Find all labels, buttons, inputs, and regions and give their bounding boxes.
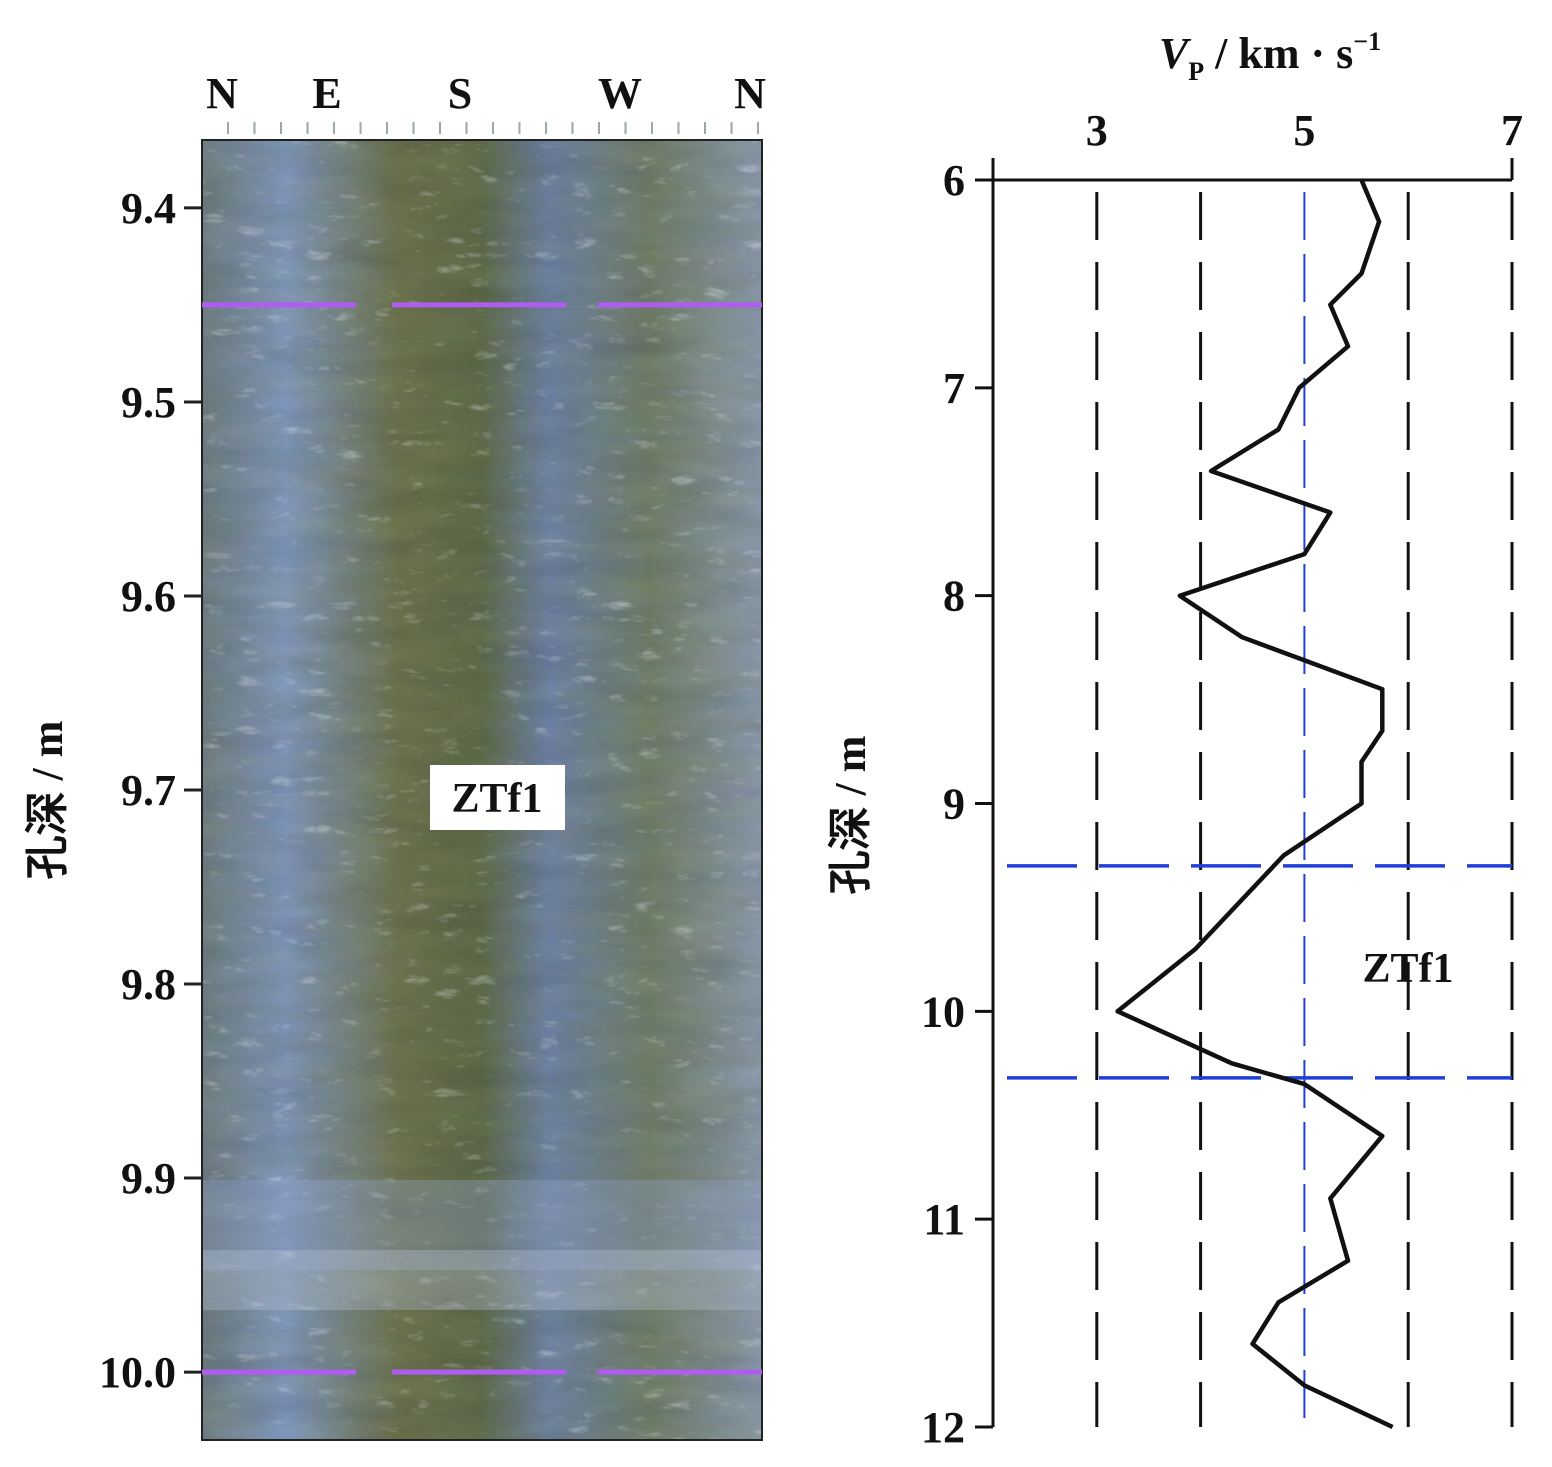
borehole-photo (202, 140, 762, 1440)
y-tick-label: 7 (943, 364, 965, 413)
y-tick-label: 9 (943, 780, 965, 829)
vp-log-chart: VP / km · s−1 3 5 7 6 7 8 9 10 11 12 ZTf1 孔深 / m (826, 27, 1523, 1452)
grid-lines (1095, 180, 1514, 1427)
compass-label-e: E (312, 69, 341, 118)
depth-tick-label: 9.8 (121, 960, 176, 1009)
fracture-markers (202, 302, 762, 1375)
x-axis-ticks: 3 5 7 (1086, 106, 1523, 155)
y-tick-label: 11 (923, 1195, 965, 1244)
y-axis-ticks: 6 7 8 9 10 11 12 (921, 156, 993, 1452)
compass-label-n: N (206, 69, 238, 118)
compass-label-n: N (734, 69, 766, 118)
depth-tick-label: 9.7 (121, 766, 176, 815)
chart-axes (991, 158, 1514, 1427)
zone-boundaries (1007, 864, 1512, 1080)
x-axis-title: VP / km · s−1 (1159, 27, 1381, 86)
x-tick-label: 5 (1293, 106, 1315, 155)
zone-label-box-left: ZTf1 (430, 765, 565, 830)
borehole-image-panel: N E S W N 9.4 9.5 9.6 9.7 9.8 9.9 10.0 ZTf1 孔深 / m (23, 69, 766, 1441)
azimuth-tick-marks (227, 122, 759, 134)
zone-label-left: ZTf1 (451, 776, 542, 822)
y-tick-label: 6 (943, 156, 965, 205)
x-axis-title-subscript: P (1188, 57, 1204, 86)
compass-label-w: W (598, 69, 642, 118)
vp-line (1115, 179, 1394, 1430)
y-tick-label: 12 (921, 1403, 965, 1452)
depth-axis-title-left: 孔深 / m (23, 721, 72, 880)
y-tick-label: 8 (943, 572, 965, 621)
depth-tick-label: 9.5 (121, 378, 176, 427)
y-tick-label: 10 (921, 987, 965, 1036)
vp-series (1115, 179, 1394, 1430)
x-tick-label: 3 (1086, 106, 1108, 155)
zone-label-right: ZTf1 (1362, 946, 1453, 992)
depth-tick-label: 9.6 (121, 572, 176, 621)
compass-label-s: S (448, 69, 472, 118)
x-axis-title-exponent: −1 (1353, 27, 1381, 56)
x-axis-title-unit: / km · s (1204, 29, 1353, 78)
x-tick-label: 7 (1501, 106, 1523, 155)
depth-tick-label: 9.9 (121, 1154, 176, 1203)
y-axis-title: 孔深 / m (826, 736, 875, 895)
depth-tick-label: 9.4 (121, 184, 176, 233)
depth-axis-left: 9.4 9.5 9.6 9.7 9.8 9.9 10.0 (99, 184, 202, 1397)
depth-tick-label: 10.0 (99, 1348, 176, 1397)
x-axis-title-symbol: V (1159, 29, 1192, 78)
